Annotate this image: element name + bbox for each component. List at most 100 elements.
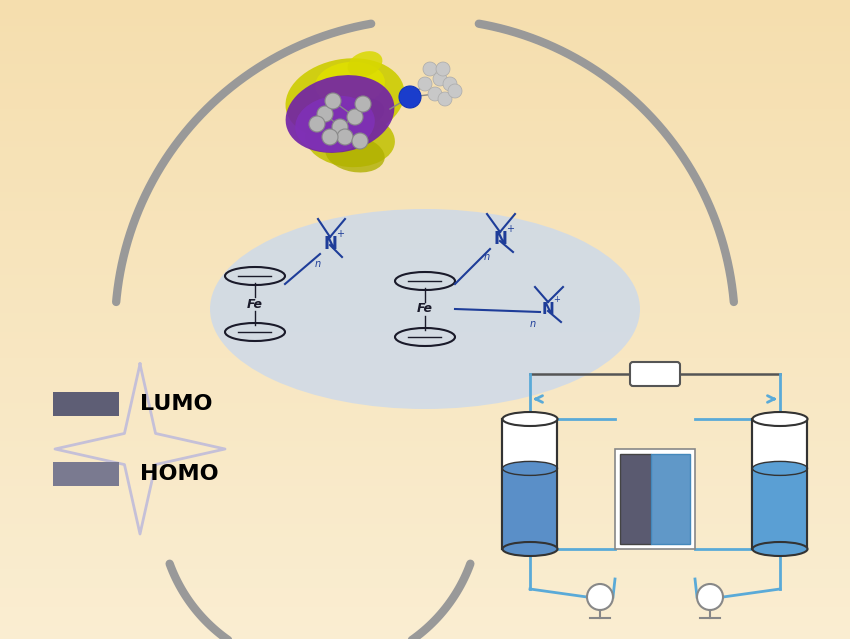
- Ellipse shape: [502, 542, 558, 556]
- Bar: [0, 64, 850, 70]
- Bar: [0, 70, 850, 77]
- Bar: [0, 473, 850, 479]
- Bar: [0, 204, 850, 211]
- Bar: [0, 607, 850, 613]
- Bar: [0, 466, 850, 473]
- Circle shape: [587, 584, 613, 610]
- Text: HOMO: HOMO: [140, 464, 218, 484]
- Bar: [0, 32, 850, 38]
- Bar: [0, 479, 850, 486]
- Bar: [0, 594, 850, 601]
- Bar: [0, 511, 850, 518]
- Bar: [0, 160, 850, 166]
- Text: Fe: Fe: [247, 298, 263, 311]
- FancyBboxPatch shape: [53, 392, 119, 416]
- Bar: [0, 620, 850, 626]
- Bar: [0, 345, 850, 351]
- Text: n: n: [315, 259, 321, 269]
- Bar: [0, 300, 850, 307]
- Bar: [0, 58, 850, 64]
- Circle shape: [309, 116, 325, 132]
- Bar: [0, 415, 850, 422]
- Bar: [0, 185, 850, 192]
- Text: N: N: [493, 230, 507, 248]
- Text: +: +: [553, 295, 560, 304]
- Circle shape: [355, 96, 371, 112]
- Bar: [0, 447, 850, 454]
- Ellipse shape: [326, 135, 385, 173]
- Bar: [0, 307, 850, 313]
- Ellipse shape: [286, 75, 394, 153]
- Bar: [0, 179, 850, 185]
- Circle shape: [399, 86, 421, 108]
- Bar: [0, 173, 850, 179]
- Bar: [0, 313, 850, 320]
- Bar: [0, 77, 850, 83]
- Circle shape: [317, 106, 333, 122]
- Bar: [0, 428, 850, 435]
- Bar: [0, 569, 850, 575]
- Bar: [0, 377, 850, 383]
- Circle shape: [325, 93, 341, 109]
- FancyBboxPatch shape: [630, 362, 680, 386]
- Bar: [651, 454, 690, 544]
- FancyBboxPatch shape: [53, 462, 119, 486]
- Bar: [0, 211, 850, 217]
- Bar: [0, 524, 850, 530]
- Bar: [0, 435, 850, 441]
- Circle shape: [433, 72, 447, 86]
- Circle shape: [352, 133, 368, 149]
- Ellipse shape: [336, 98, 384, 130]
- Circle shape: [438, 92, 452, 106]
- Bar: [0, 249, 850, 256]
- Bar: [0, 288, 850, 294]
- Bar: [0, 383, 850, 390]
- Circle shape: [332, 119, 348, 135]
- Circle shape: [423, 62, 437, 76]
- Ellipse shape: [502, 461, 558, 475]
- Bar: [0, 51, 850, 58]
- Circle shape: [337, 129, 353, 145]
- Bar: [620, 454, 651, 544]
- Bar: [0, 83, 850, 89]
- Ellipse shape: [348, 51, 382, 77]
- Bar: [0, 115, 850, 121]
- Bar: [0, 556, 850, 562]
- Bar: [0, 275, 850, 281]
- Bar: [0, 96, 850, 102]
- Bar: [0, 128, 850, 134]
- Bar: [0, 38, 850, 45]
- Bar: [0, 13, 850, 19]
- Bar: [0, 339, 850, 345]
- Bar: [502, 468, 558, 549]
- Ellipse shape: [752, 412, 808, 426]
- Circle shape: [436, 62, 450, 76]
- Bar: [0, 588, 850, 594]
- Bar: [0, 19, 850, 26]
- Bar: [0, 224, 850, 230]
- Text: n: n: [530, 319, 536, 329]
- Bar: [502, 419, 558, 549]
- Bar: [0, 141, 850, 147]
- Circle shape: [697, 584, 723, 610]
- Bar: [0, 364, 850, 371]
- Bar: [0, 530, 850, 537]
- Bar: [0, 121, 850, 128]
- Bar: [0, 460, 850, 466]
- Ellipse shape: [286, 58, 405, 140]
- Bar: [0, 294, 850, 300]
- Bar: [0, 0, 850, 6]
- Bar: [0, 102, 850, 109]
- Bar: [0, 562, 850, 569]
- Bar: [0, 390, 850, 396]
- Bar: [752, 419, 808, 549]
- Bar: [0, 505, 850, 511]
- Text: Fe: Fe: [417, 302, 433, 316]
- Circle shape: [428, 87, 442, 101]
- Bar: [0, 320, 850, 326]
- Ellipse shape: [502, 412, 558, 426]
- Bar: [0, 192, 850, 198]
- Bar: [0, 422, 850, 428]
- Bar: [0, 89, 850, 96]
- Bar: [0, 243, 850, 249]
